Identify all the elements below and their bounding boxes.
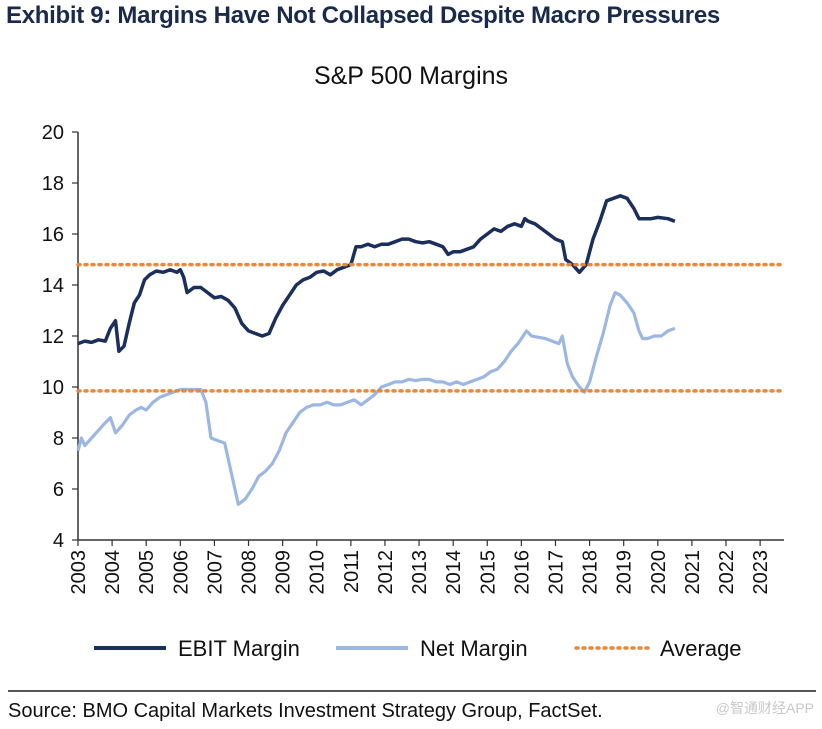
x-tick-label: 2009: [273, 550, 295, 595]
x-tick-label: 2019: [614, 550, 636, 595]
x-tick-label: 2015: [477, 550, 499, 595]
chart-area: 4 6 8 10 12 14 16 18 20 2003 2004 2005 2006 2007 2008 2…: [42, 122, 786, 661]
x-tick-label: 2004: [102, 550, 124, 595]
ebit-margin-line: [77, 194, 676, 354]
x-tick-label: 2006: [170, 550, 192, 595]
x-tick-label: 2007: [204, 550, 226, 595]
y-tick-label: 20: [42, 122, 64, 144]
x-tick-label: 2005: [136, 550, 158, 595]
divider: [8, 690, 816, 692]
exhibit-title: Exhibit 9: Margins Have Not Collapsed De…: [6, 2, 720, 29]
y-tick-label: 14: [42, 275, 64, 297]
watermark: @智通财经APP: [715, 700, 814, 716]
y-tick-label: 12: [42, 326, 64, 348]
x-tick-label: 2016: [511, 550, 533, 595]
x-tick-label: 2022: [716, 550, 738, 595]
x-tick-label: 2013: [409, 550, 431, 595]
x-tick-label: 2011: [341, 550, 363, 593]
x-tick-label: 2020: [648, 550, 670, 595]
x-tick-label: 2017: [545, 550, 567, 595]
x-tick-label: 2023: [750, 550, 772, 595]
net-margin-line: [76, 291, 676, 506]
y-tick-label: 10: [42, 377, 64, 399]
x-tick-label: 2012: [375, 550, 397, 595]
legend-net-label: Net Margin: [420, 636, 528, 661]
source-note: Source: BMO Capital Markets Investment S…: [8, 700, 603, 722]
y-tick-label: 4: [53, 530, 64, 552]
x-tick-label: 2008: [239, 550, 261, 595]
y-tick-label: 16: [42, 224, 64, 246]
y-tick-label: 6: [53, 479, 64, 501]
legend-ebit-label: EBIT Margin: [178, 636, 300, 661]
x-tick-label: 2003: [68, 550, 90, 595]
x-tick-label: 2018: [580, 550, 602, 595]
y-tick-label: 18: [42, 173, 64, 195]
legend-average-label: Average: [660, 636, 742, 661]
y-tick-label: 8: [53, 428, 64, 450]
x-tick-label: 2010: [307, 550, 329, 595]
chart-title: S&P 500 Margins: [313, 62, 509, 90]
x-tick-label: 2014: [443, 550, 465, 595]
x-tick-label: 2021: [682, 550, 704, 595]
